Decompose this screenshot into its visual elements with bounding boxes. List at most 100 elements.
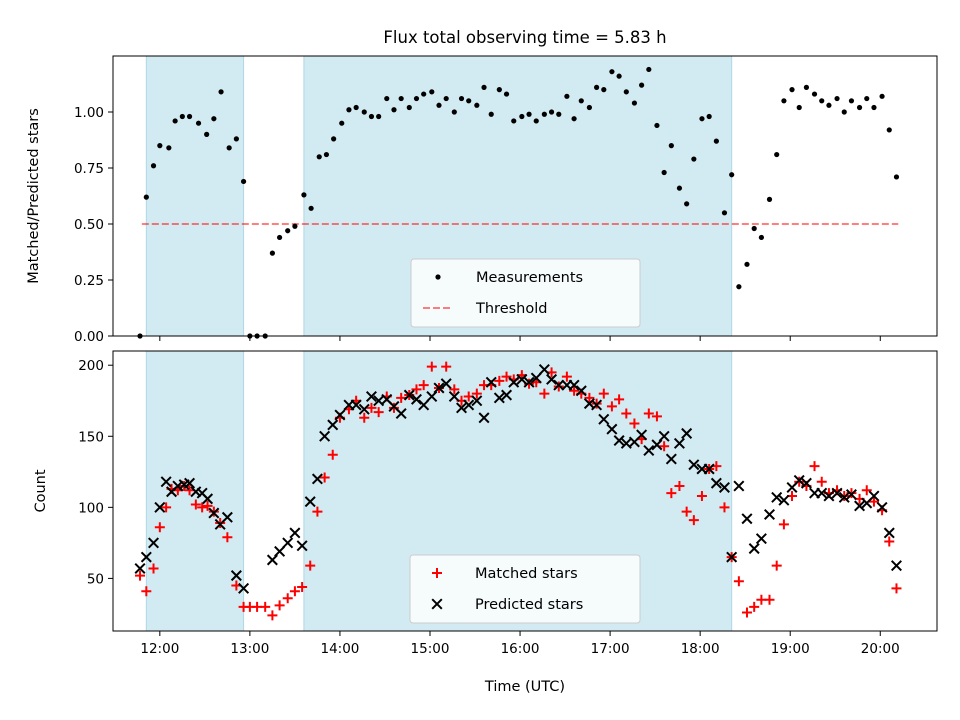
- measurement-point: [609, 69, 615, 75]
- measurement-point: [751, 225, 757, 232]
- predicted-star-point: [319, 430, 331, 442]
- measurement-point: [766, 196, 773, 202]
- matched-star-point: [297, 581, 308, 592]
- predicted-star-point: [238, 582, 250, 594]
- measurement-point: [331, 136, 337, 142]
- measurement-point: [796, 104, 802, 111]
- legend: Measurements Threshold: [410, 258, 641, 328]
- x-tick-label: 14:00: [320, 641, 359, 657]
- x-tick-label: 12:00: [140, 641, 179, 657]
- measurement-point: [384, 95, 390, 102]
- measurement-point: [879, 93, 885, 99]
- predicted-star-point: [755, 533, 767, 545]
- matched-star-point: [148, 563, 159, 574]
- measurement-point: [143, 194, 149, 200]
- measurement-point: [864, 95, 870, 102]
- measurement-point: [519, 113, 525, 120]
- measurement-point: [511, 118, 517, 124]
- measurement-point: [856, 104, 863, 111]
- predicted-star-point: [508, 376, 520, 388]
- matched-star-point: [359, 412, 370, 423]
- measurement-point: [654, 122, 660, 129]
- x-axis-label: Time (UTC): [484, 679, 565, 695]
- matched-star-point: [719, 502, 730, 513]
- measurement-point: [871, 104, 877, 111]
- measurement-point: [443, 95, 449, 102]
- predicted-star-point: [148, 537, 160, 549]
- matched-star-point: [868, 496, 879, 507]
- measurement-point: [631, 100, 638, 106]
- predicted-star-point: [134, 562, 146, 574]
- predicted-star-point: [658, 430, 670, 442]
- matched-star-point: [621, 408, 632, 419]
- measurement-point: [713, 138, 719, 144]
- matched-star-point: [614, 394, 625, 405]
- predicted-star-point: [456, 402, 468, 414]
- matched-star-point: [501, 371, 512, 382]
- measurement-point: [886, 127, 892, 133]
- matched-star-point: [366, 402, 377, 413]
- predicted-star-point: [741, 513, 753, 525]
- predicted-star-point: [538, 363, 550, 375]
- measurement-point: [292, 223, 298, 229]
- measurement-point: [668, 143, 674, 149]
- measurement-point: [601, 87, 607, 93]
- predicted-star-point: [296, 540, 308, 552]
- ratio-panel: 0.00 0.25 0.50 0.75 1.00 Matched/Predicted s…: [26, 55, 938, 345]
- measurement-point: [391, 107, 397, 113]
- legend-marker-measurements: [435, 274, 441, 280]
- predicted-star-point: [282, 537, 294, 549]
- matched-star-point: [584, 392, 595, 403]
- predicted-star-point: [718, 481, 730, 493]
- legend-label-threshold: Threshold: [475, 301, 547, 317]
- predicted-star-point: [289, 527, 301, 539]
- legend-entry-matched-stars: Matched stars: [432, 566, 578, 582]
- predicted-star-point: [868, 490, 880, 502]
- matched-star-point: [319, 472, 330, 483]
- measurement-point: [323, 151, 330, 158]
- measurement-point: [699, 116, 705, 122]
- predicted-star-point: [800, 477, 812, 489]
- measurement-point: [316, 154, 322, 160]
- measurement-point: [744, 261, 750, 267]
- predicted-star-point: [274, 545, 286, 557]
- predicted-star-point: [154, 501, 166, 513]
- chart-title: Flux total observing time = 5.83 h: [383, 28, 666, 47]
- measurement-point: [803, 84, 810, 90]
- matched-star-point: [494, 375, 505, 386]
- measurement-point: [841, 109, 847, 115]
- predicted-star-point: [816, 487, 828, 499]
- measurement-point: [488, 111, 494, 117]
- matched-star-point: [161, 502, 172, 513]
- y-axis: 50 100 150 200: [78, 358, 113, 587]
- measurement-point: [458, 95, 465, 102]
- predicted-star-point: [304, 496, 316, 508]
- x-axis: [159, 336, 881, 341]
- predicted-star-point: [606, 423, 618, 435]
- predicted-star-point: [763, 508, 776, 520]
- predicted-star-point: [311, 473, 323, 485]
- matched-star-point: [327, 449, 338, 460]
- predicted-star-point: [516, 373, 528, 385]
- matched-star-point: [861, 485, 872, 496]
- legend-entry-threshold: Threshold: [423, 301, 547, 317]
- matched-star-point: [208, 506, 219, 517]
- predicted-star-point: [643, 444, 655, 456]
- matched-star-point: [816, 476, 827, 487]
- predicted-star-point: [410, 393, 422, 405]
- predicted-star-point: [433, 382, 445, 394]
- measurement-point: [269, 250, 275, 256]
- measurement-point: [204, 131, 210, 137]
- measurement-point: [218, 89, 224, 95]
- measurement-point: [721, 210, 728, 216]
- matched-star-point: [778, 519, 789, 530]
- matched-star-point: [190, 499, 201, 510]
- matched-star-point: [471, 388, 482, 399]
- measurement-point: [736, 284, 742, 290]
- plot-frame: [112, 350, 938, 632]
- y-tick-label: 100: [78, 500, 104, 516]
- predicted-star-point: [365, 390, 377, 402]
- measurement-point: [339, 120, 345, 126]
- measurement-point: [474, 102, 480, 108]
- observing-span: [145, 55, 245, 337]
